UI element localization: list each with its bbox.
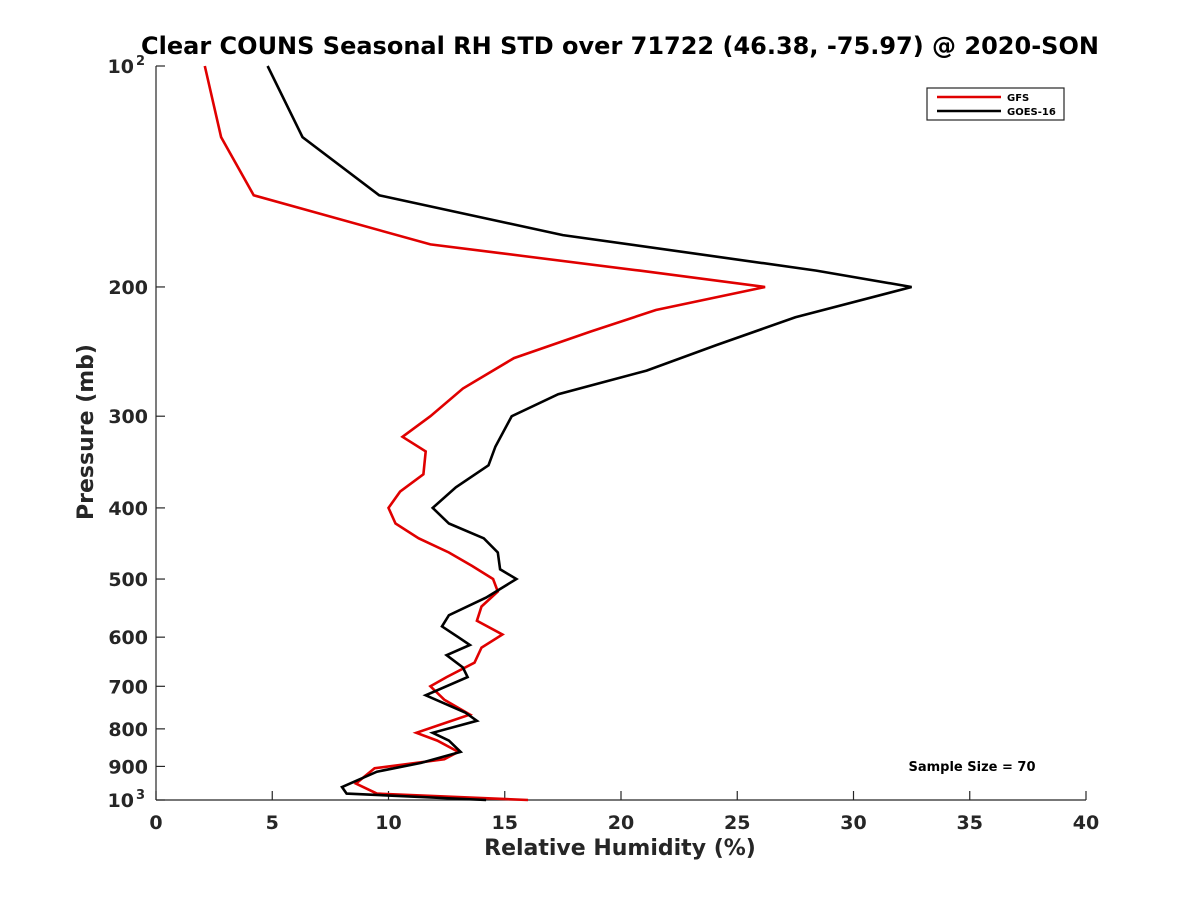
x-tick-label: 35 (957, 812, 983, 834)
plot-frame (155, 66, 1086, 801)
x-axis-label: Relative Humidity (%) (484, 836, 756, 861)
legend: GFS GOES-16 (926, 87, 1065, 121)
y-tick-label: 900 (108, 756, 148, 778)
x-tick-label: 25 (724, 812, 750, 834)
y-tick-label: 300 (108, 406, 148, 428)
x-tick-label: 30 (840, 812, 866, 834)
x-axis-ticks: 0 5 10 15 20 25 30 35 40 (149, 791, 1099, 834)
legend-label: GFS (1007, 93, 1029, 104)
series-line-goes-16 (266, 65, 912, 802)
y-tick-label: 800 (108, 719, 148, 741)
y-tick-label: 600 (108, 627, 148, 649)
x-tick-label: 5 (266, 812, 279, 834)
y-tick-label: 10 (108, 790, 134, 812)
series-line-gfs (203, 65, 766, 802)
y-tick-label: 10 (108, 56, 134, 78)
series-layer (203, 65, 912, 802)
y-tick-label: 700 (108, 676, 148, 698)
y-axis-label: Pressure (mb) (74, 344, 99, 520)
y-tick-label: 500 (108, 569, 148, 591)
x-tick-label: 40 (1073, 812, 1099, 834)
y-tick-label: 200 (108, 277, 148, 299)
y-tick-exponent: 2 (136, 54, 145, 69)
x-tick-label: 15 (492, 812, 518, 834)
x-tick-label: 0 (149, 812, 162, 834)
legend-box (926, 87, 1065, 121)
y-tick-label: 400 (108, 498, 148, 520)
y-tick-exponent: 3 (136, 788, 145, 803)
sample-size-annotation: Sample Size = 70 (908, 760, 1035, 775)
legend-label: GOES-16 (1007, 107, 1056, 118)
x-tick-label: 10 (375, 812, 401, 834)
chart-title: Clear COUNS Seasonal RH STD over 71722 (… (141, 32, 1099, 60)
x-tick-label: 20 (608, 812, 634, 834)
